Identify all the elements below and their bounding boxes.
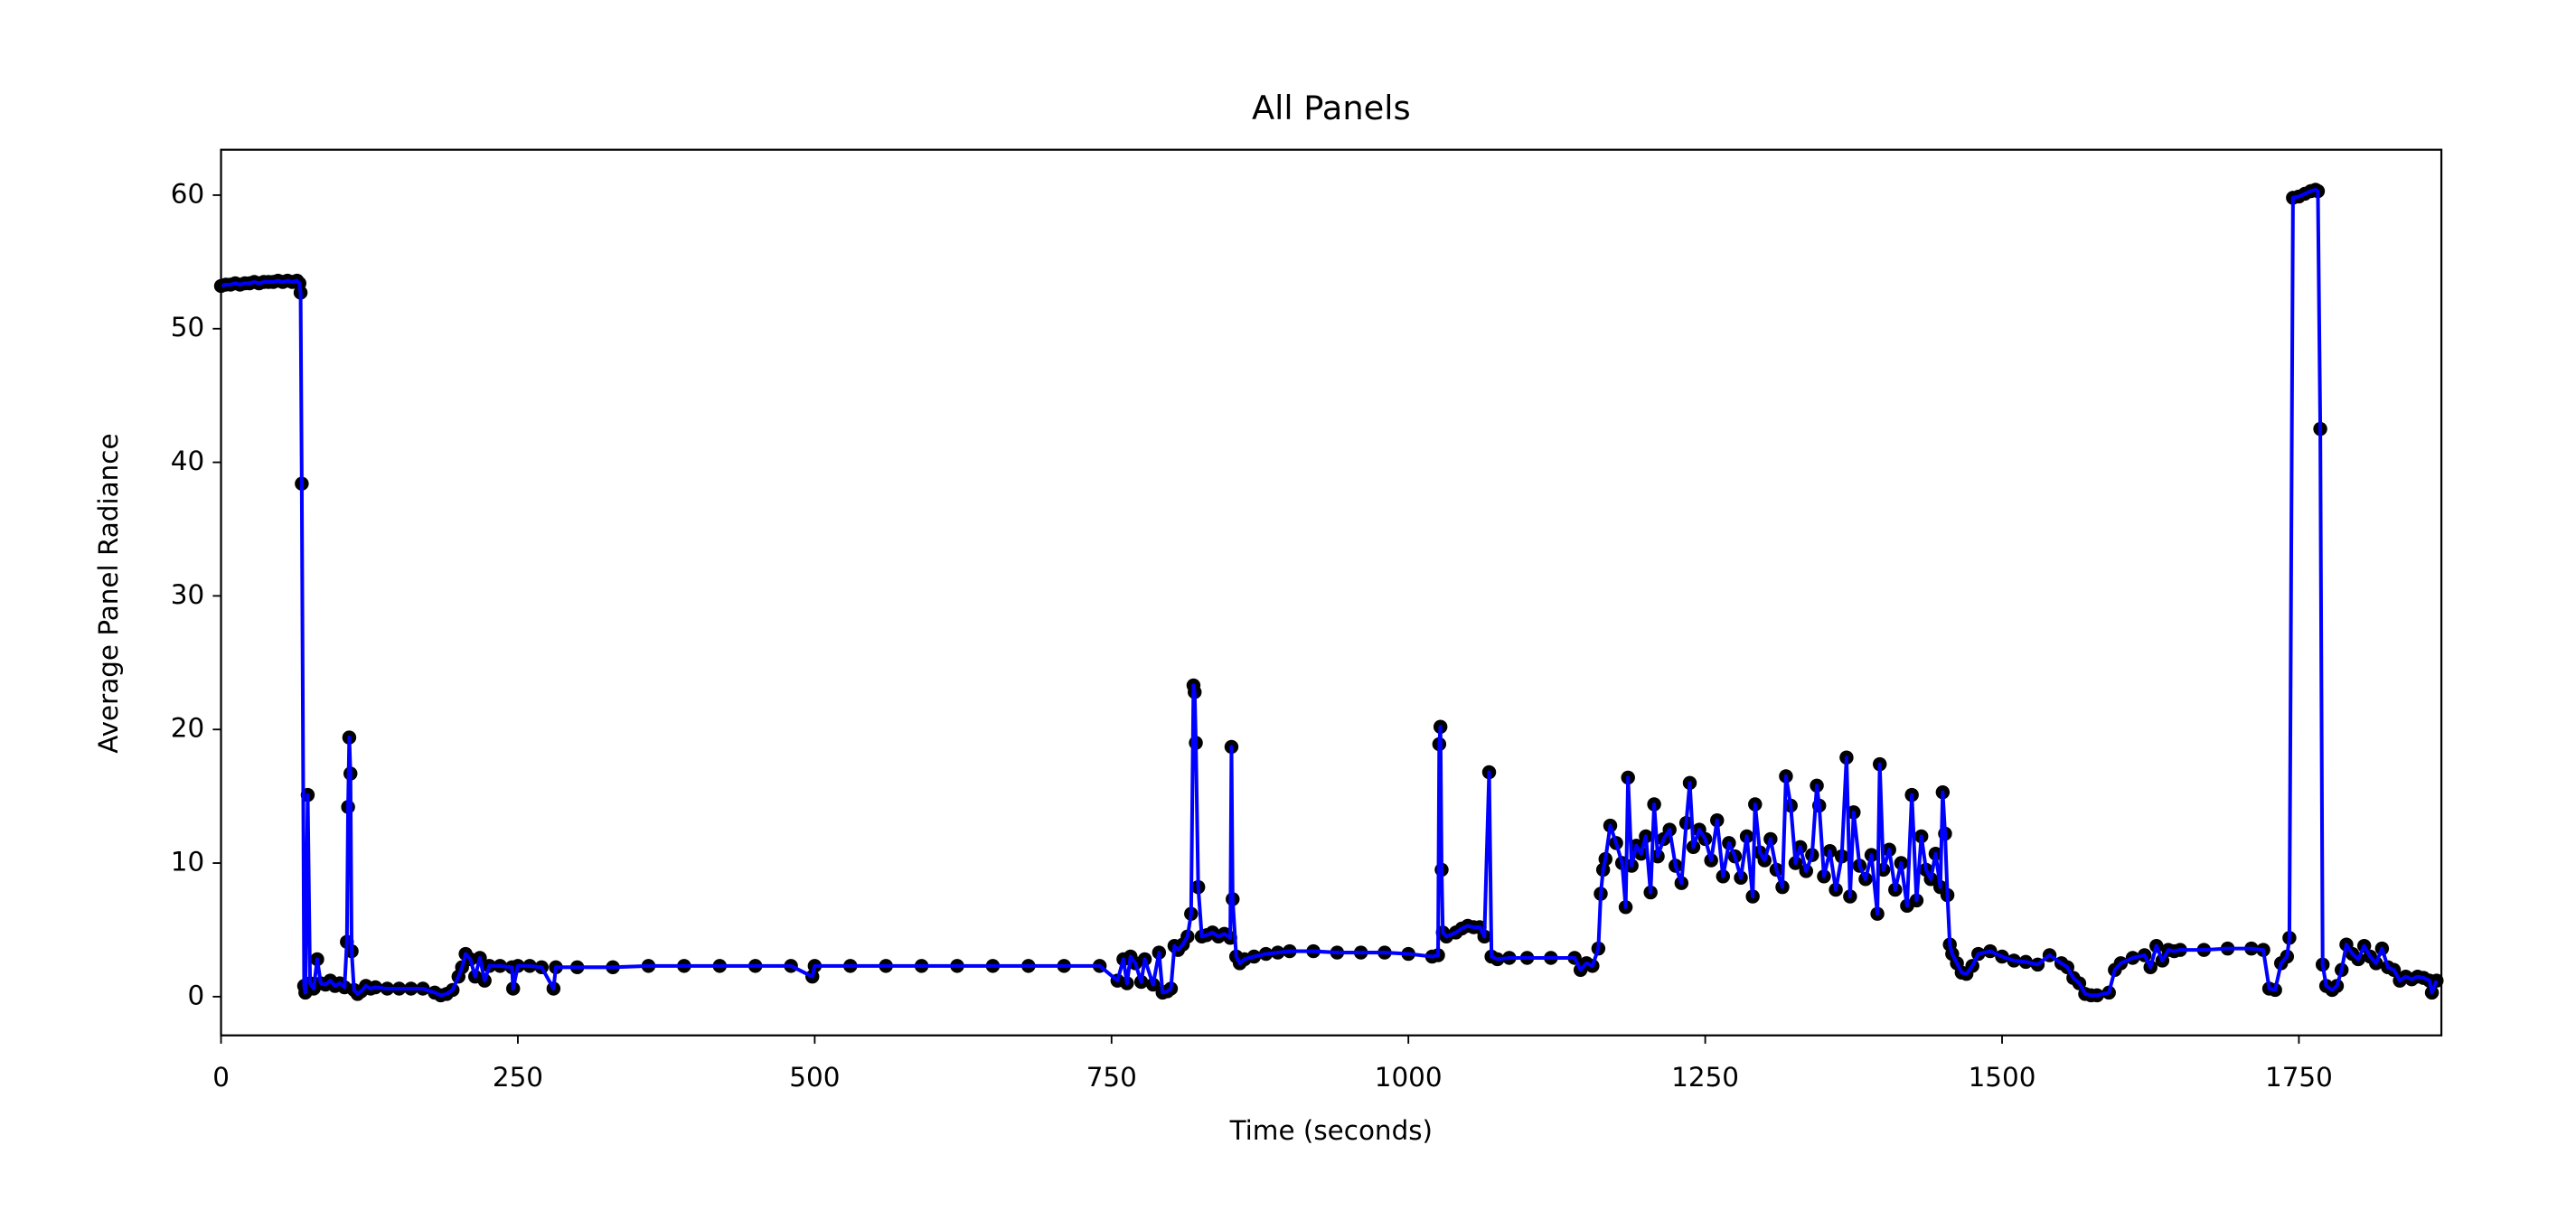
x-tick-label: 1250: [1671, 1062, 1739, 1093]
y-tick-label: 0: [187, 980, 204, 1010]
axes-frame: [220, 148, 2443, 1037]
x-tick-label: 500: [789, 1062, 840, 1093]
y-axis-label: Average Panel Radiance: [93, 433, 124, 753]
y-tick-label: 10: [171, 847, 204, 877]
data-line: [221, 188, 2439, 998]
data-point: [2430, 973, 2444, 988]
x-tick-label: 250: [493, 1062, 543, 1093]
y-tick-label: 50: [171, 312, 204, 343]
y-tick-label: 30: [171, 579, 204, 610]
plot-area: 0 250 500 750 1000 1250 1500 1750 0 10 20 30 40 50 60: [171, 178, 2444, 1093]
y-tick-label: 20: [171, 713, 204, 744]
x-axis-label: Time (seconds): [1229, 1115, 1433, 1146]
y-tick-label: 40: [171, 446, 204, 476]
y-tick-label: 60: [171, 178, 204, 209]
x-tick-label: 1750: [2265, 1062, 2333, 1093]
x-tick-label: 1500: [1969, 1062, 2036, 1093]
x-tick-label: 750: [1086, 1062, 1137, 1093]
x-tick-label: 0: [212, 1062, 230, 1093]
x-tick-label: 1000: [1375, 1062, 1443, 1093]
chart-title: All Panels: [1252, 89, 1411, 127]
